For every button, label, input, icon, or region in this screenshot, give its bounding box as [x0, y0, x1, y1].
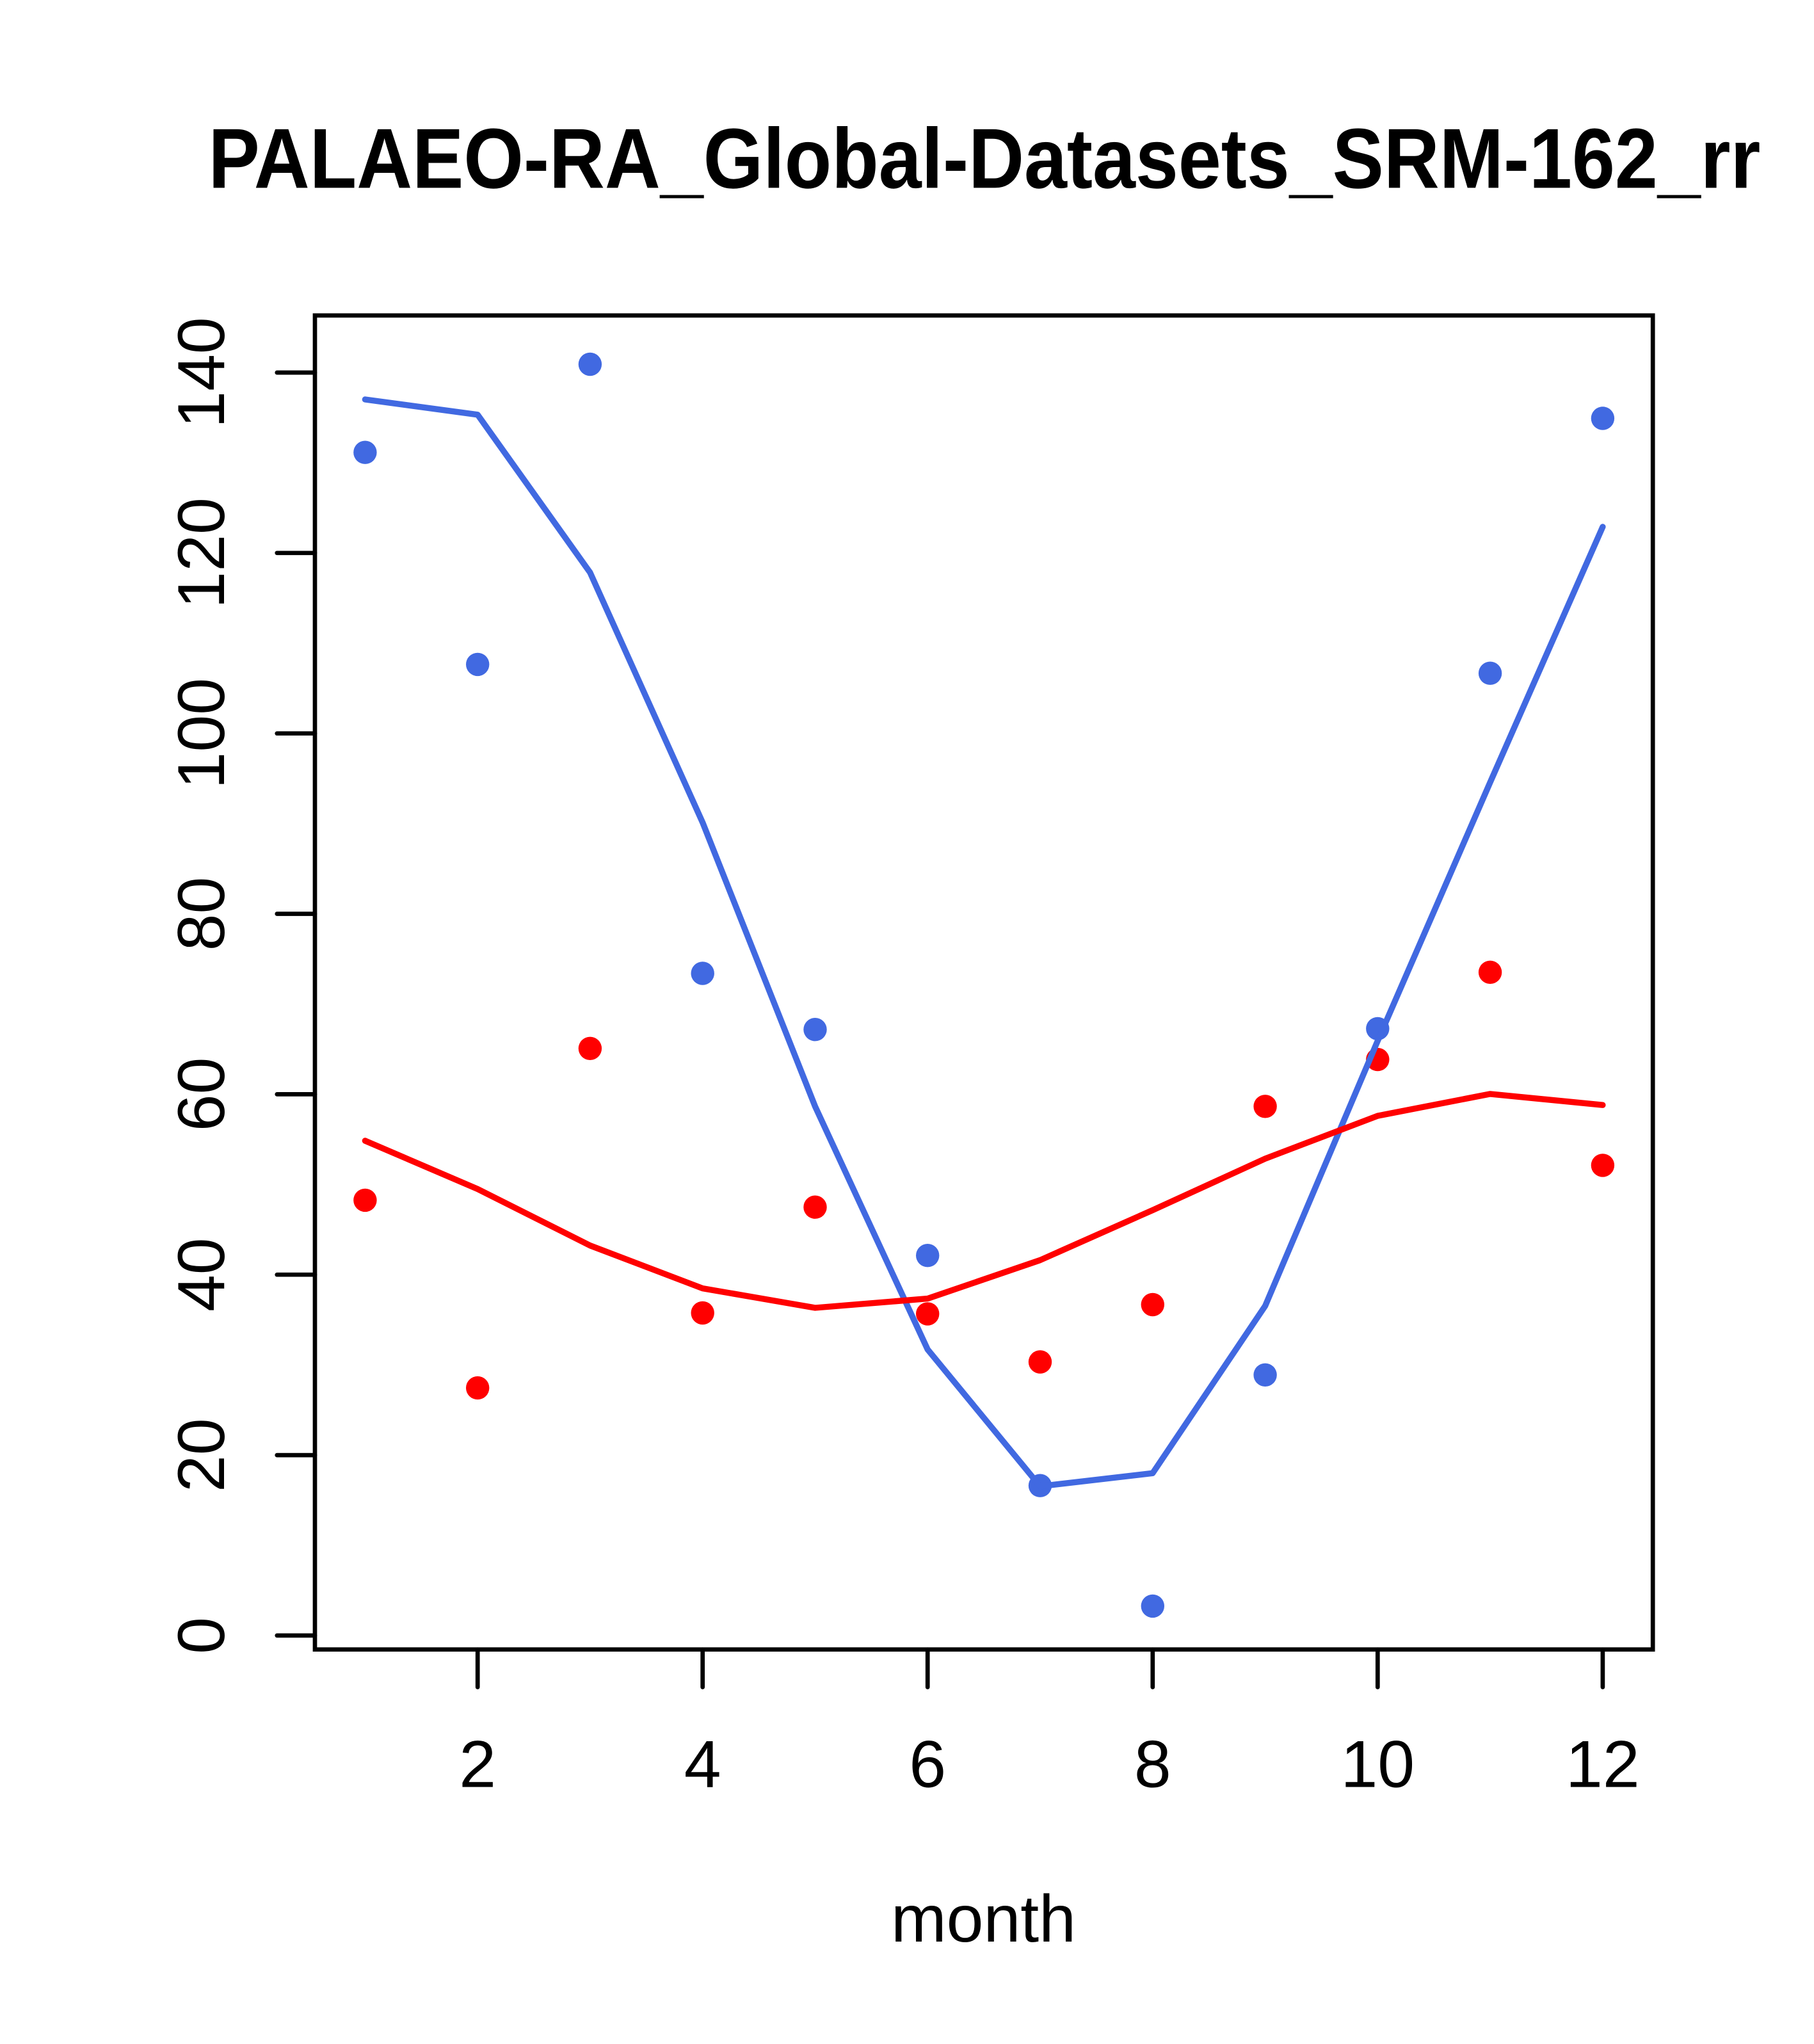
svg-text:month: month [891, 1882, 1076, 1956]
svg-text:100: 100 [165, 678, 239, 789]
svg-text:120: 120 [165, 497, 239, 609]
svg-text:12: 12 [1566, 1728, 1640, 1802]
svg-text:2: 2 [459, 1728, 496, 1802]
svg-text:4: 4 [684, 1728, 721, 1802]
svg-text:10: 10 [1340, 1728, 1415, 1802]
svg-text:140: 140 [165, 317, 239, 428]
svg-text:0: 0 [165, 1617, 239, 1654]
svg-text:40: 40 [165, 1237, 239, 1312]
svg-text:8: 8 [1134, 1728, 1171, 1802]
svg-text:PALAEO-RA_Global-Datasets_SRM-: PALAEO-RA_Global-Datasets_SRM-162_rr [209, 111, 1761, 206]
svg-text:20: 20 [165, 1418, 239, 1492]
svg-text:60: 60 [165, 1058, 239, 1132]
svg-text:80: 80 [165, 877, 239, 951]
svg-text:6: 6 [909, 1728, 946, 1802]
